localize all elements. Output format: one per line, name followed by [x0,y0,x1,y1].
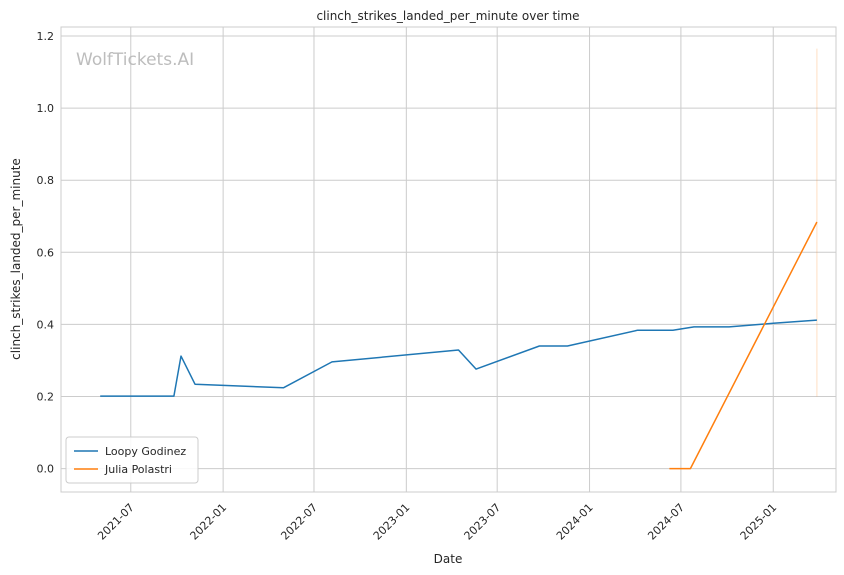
grid [61,27,836,492]
y-tick-label: 0.4 [37,318,55,331]
legend: Loopy Godinez Julia Polastri [65,436,199,484]
y-tick-label: 0.6 [37,246,55,259]
legend-label: Loopy Godinez [105,445,186,458]
plot-frame [60,26,837,493]
plot-area: 0.00.20.40.60.81.01.2 2021-07 2022-01 2022… [37,26,837,543]
series-layer [100,221,818,470]
legend-label: Julia Polastri [104,463,172,476]
y-tick-label: 1.2 [37,30,55,43]
chart-title: clinch_strikes_landed_per_minute over ti… [316,9,579,23]
y-tick-label: 1.0 [37,102,55,115]
y-tick-label: 0.8 [37,174,55,187]
series-line [100,319,817,397]
series-line [669,221,818,470]
y-ticks: 0.0 0.2 0.4 0.6 0.8 1.0 1.2 [37,30,55,476]
y-tick-label: 0.0 [37,463,55,476]
legend-box [65,436,199,484]
x-axis-title: Date [434,552,463,566]
y-axis-title: clinch_strikes_landed_per_minute [9,158,23,360]
watermark: WolfTickets.AI [76,50,194,70]
y-tick-label: 0.2 [37,390,55,403]
